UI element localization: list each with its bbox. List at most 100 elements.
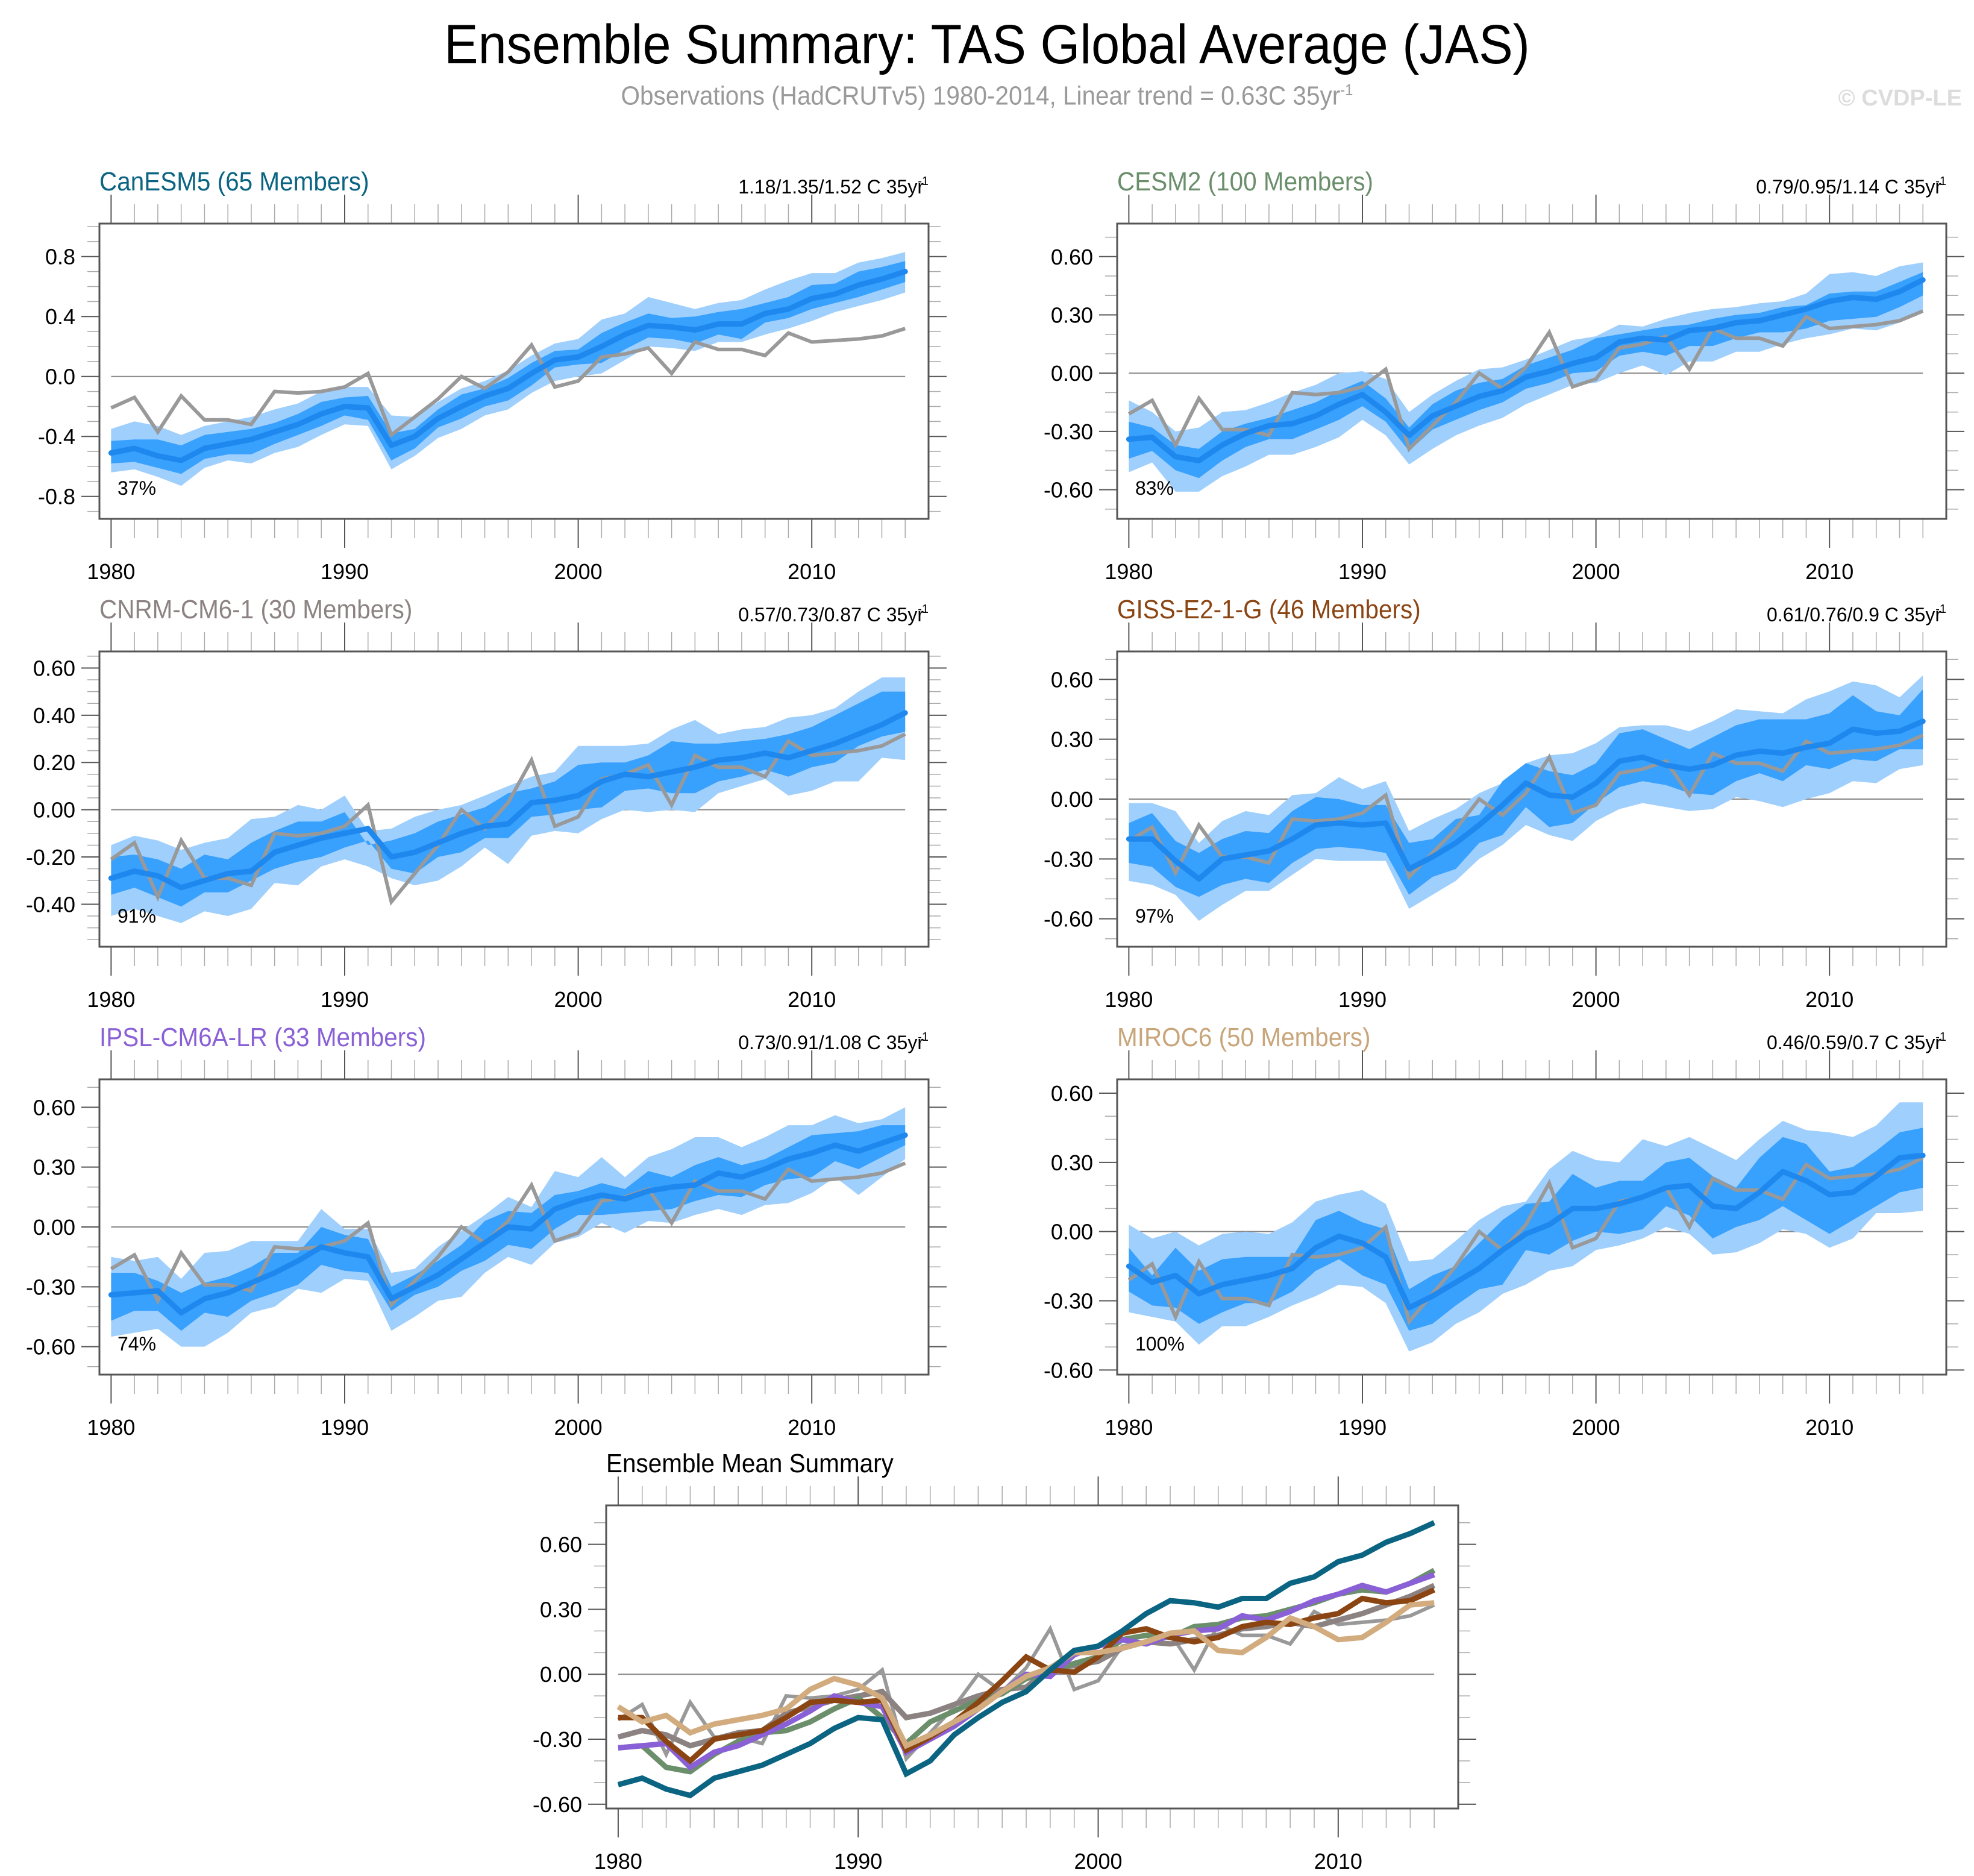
- panel-cnrm-cm6-1: CNRM-CM6-1 (30 Members) 0.57/0.73/0.87 C …: [26, 594, 947, 1012]
- plot-frame-border: [1116, 1078, 1947, 1376]
- panel-title: Ensemble Mean Summary: [606, 1448, 894, 1478]
- y-tick-label: 0.20: [33, 750, 75, 775]
- x-tick-label: 2000: [1074, 1849, 1122, 1874]
- percent-label: 74%: [118, 1333, 156, 1355]
- x-tick-label: 2000: [554, 987, 603, 1012]
- ensemble-mean-line: [108, 1132, 908, 1316]
- plot-frame-border: [1116, 650, 1947, 948]
- x-tick-label: 2010: [1805, 1415, 1853, 1440]
- x-tick-label: 2010: [788, 987, 836, 1012]
- series-line-miroc6: [616, 1600, 1435, 1749]
- observations-line: [110, 732, 906, 906]
- x-tick-label: 1990: [321, 1415, 369, 1440]
- panel-title: CanESM5 (65 Members): [99, 166, 369, 196]
- subtitle-superscript: -1: [1340, 81, 1353, 99]
- y-tick-label: 0.60: [540, 1532, 582, 1557]
- x-tick-label: 1990: [1338, 559, 1386, 584]
- x-tick-label: 1990: [1338, 987, 1386, 1012]
- panel-title: IPSL-CM6A-LR (33 Members): [99, 1022, 426, 1052]
- y-tick-label: 0.30: [33, 1155, 75, 1180]
- trend-label: 0.79/0.95/1.14 C 35yr: [1756, 176, 1941, 198]
- percent-label: 100%: [1135, 1333, 1185, 1355]
- x-tick-label: 2000: [554, 1415, 603, 1440]
- ensemble-mean-line: [1126, 1152, 1926, 1311]
- percent-label: 97%: [1135, 905, 1174, 927]
- trend-superscript: -1: [918, 1031, 929, 1044]
- y-tick-label: 0.30: [1051, 727, 1093, 752]
- percent-label: 37%: [118, 477, 156, 499]
- panel-canesm5: CanESM5 (65 Members) 1.18/1.35/1.52 C 35y…: [38, 166, 947, 584]
- y-tick-label: -0.30: [1044, 419, 1093, 444]
- series-line-canesm5: [617, 1520, 1436, 1799]
- y-tick-label: -0.60: [533, 1792, 582, 1817]
- x-tick-label: 1980: [594, 1849, 642, 1874]
- trend-superscript: -1: [918, 175, 929, 188]
- trend-superscript: -1: [918, 603, 929, 616]
- y-tick-label: -0.60: [1044, 478, 1093, 503]
- y-tick-label: -0.4: [38, 424, 75, 449]
- ensemble-mean-line: [1126, 718, 1926, 882]
- y-tick-label: 0.4: [45, 304, 75, 329]
- panel-cesm2: CESM2 (100 Members) 0.79/0.95/1.14 C 35yr…: [1044, 166, 1964, 584]
- x-tick-label: 2010: [1805, 559, 1853, 584]
- x-tick-label: 2000: [554, 559, 603, 584]
- y-tick-label: 0.40: [33, 703, 75, 728]
- y-tick-label: 0.30: [1051, 1150, 1093, 1175]
- x-tick-label: 1980: [87, 1415, 135, 1440]
- x-tick-label: 1990: [321, 987, 369, 1012]
- plot-frame-border: [98, 1078, 930, 1376]
- y-tick-label: 0.8: [45, 245, 75, 269]
- observations-line: [1127, 733, 1924, 880]
- x-tick-label: 2010: [788, 1415, 836, 1440]
- y-tick-label: -0.60: [1044, 907, 1093, 932]
- percent-label: 91%: [118, 905, 156, 927]
- ensemble-mean-line: [108, 269, 908, 463]
- observations-line: [110, 327, 906, 438]
- x-tick-label: 2000: [1572, 559, 1620, 584]
- y-tick-label: 0.00: [1051, 1220, 1093, 1244]
- x-tick-label: 1990: [1338, 1415, 1386, 1440]
- panel-ipsl-cm6a-lr: IPSL-CM6A-LR (33 Members) 0.73/0.91/1.08 …: [26, 1022, 947, 1440]
- trend-superscript: -1: [1935, 1031, 1946, 1044]
- y-tick-label: 0.60: [33, 1095, 75, 1120]
- x-tick-label: 1980: [1104, 987, 1153, 1012]
- y-tick-label: -0.40: [26, 892, 75, 917]
- panel-title: GISS-E2-1-G (46 Members): [1117, 594, 1421, 624]
- y-tick-label: -0.30: [1044, 847, 1093, 871]
- copyright-label: © CVDP-LE: [1838, 86, 1962, 111]
- main-title: Ensemble Summary: TAS Global Average (JA…: [444, 14, 1530, 75]
- panel-giss-e2-1-g: GISS-E2-1-G (46 Members) 0.61/0.76/0.9 C …: [1044, 594, 1964, 1012]
- y-tick-label: 0.00: [33, 798, 75, 823]
- trend-superscript: -1: [1935, 603, 1946, 616]
- trend-superscript: -1: [1935, 175, 1946, 188]
- y-tick-label: 0.60: [33, 656, 75, 680]
- x-tick-label: 2010: [1805, 987, 1853, 1012]
- percent-label: 83%: [1135, 477, 1174, 499]
- y-tick-label: 0.60: [1051, 1081, 1093, 1106]
- x-tick-label: 1980: [1104, 559, 1153, 584]
- y-tick-label: 0.00: [1051, 361, 1093, 386]
- trend-label: 1.18/1.35/1.52 C 35yr: [738, 176, 924, 198]
- x-tick-label: 2010: [1314, 1849, 1362, 1874]
- panel-title: CESM2 (100 Members): [1117, 166, 1373, 196]
- panel-ensemble-mean-summary: Ensemble Mean Summary 1980 1990 2000 2010 -0.…: [533, 1448, 1476, 1874]
- subtitle: Observations (HadCRUTv5) 1980-2014, Line…: [79, 81, 1895, 111]
- observations-line: [1127, 309, 1924, 453]
- y-tick-label: 0.00: [540, 1662, 582, 1687]
- x-tick-label: 1980: [1104, 1415, 1153, 1440]
- ensemble-mean-line: [1126, 277, 1926, 463]
- trend-label: 0.57/0.73/0.87 C 35yr: [738, 604, 924, 626]
- y-tick-label: 0.00: [1051, 787, 1093, 812]
- panel-title: CNRM-CM6-1 (30 Members): [99, 594, 412, 624]
- y-tick-label: 0.0: [45, 365, 75, 389]
- plot-frame-border: [1116, 222, 1947, 520]
- y-tick-label: 0.30: [1051, 303, 1093, 328]
- trend-label: 0.46/0.59/0.7 C 35yr: [1767, 1032, 1941, 1053]
- y-tick-label: -0.8: [38, 485, 75, 509]
- y-tick-label: -0.20: [26, 845, 75, 870]
- x-tick-label: 1990: [321, 559, 369, 584]
- y-tick-label: 0.00: [33, 1215, 75, 1240]
- y-tick-label: -0.30: [533, 1727, 582, 1752]
- x-tick-label: 1980: [87, 987, 135, 1012]
